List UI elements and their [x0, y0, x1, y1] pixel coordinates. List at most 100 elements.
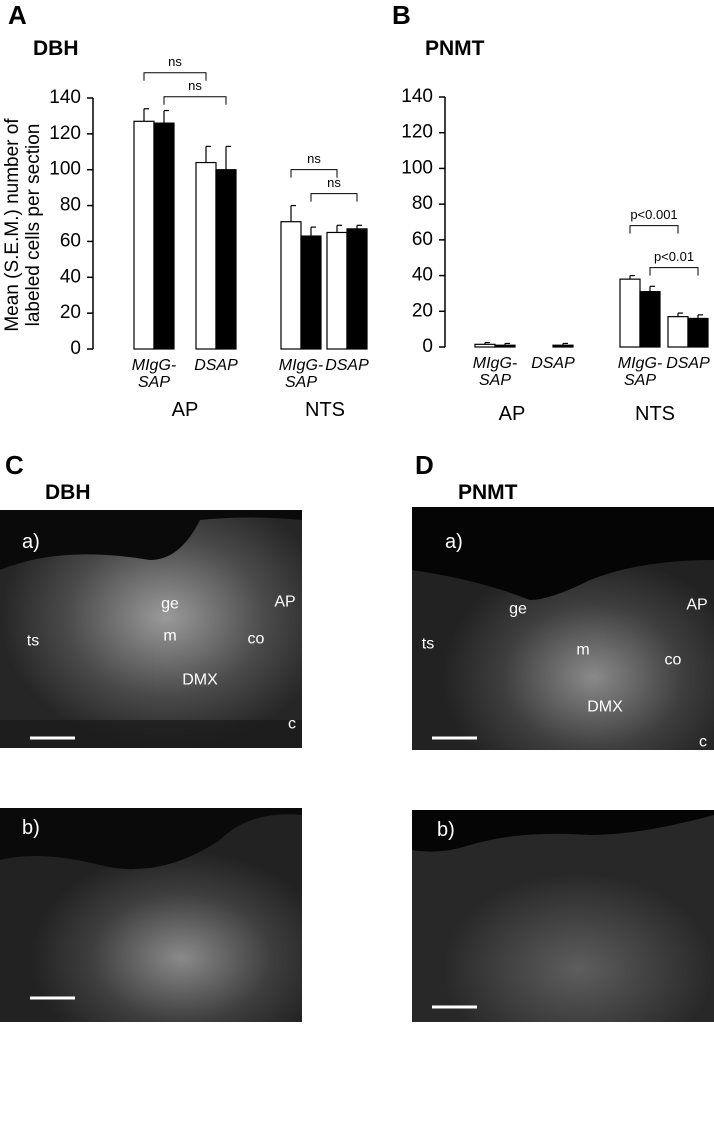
chart-title: PNMT [425, 37, 485, 60]
region-label: m [576, 641, 590, 659]
region-label: c [288, 715, 296, 733]
error-bar [484, 341, 490, 345]
image-label: b) [437, 819, 455, 841]
bar [667, 316, 689, 348]
error-bar [677, 312, 683, 317]
panel-title: PNMT [458, 481, 518, 504]
bar [326, 231, 348, 350]
micrograph-d-a [412, 507, 714, 750]
x-tick-label: MIgG- SAP [278, 357, 324, 391]
panel-letter: A [8, 0, 27, 30]
significance-label: ns [188, 78, 202, 93]
group-label: AP [498, 403, 526, 425]
error-bar [504, 342, 510, 346]
image-label: a) [22, 531, 40, 553]
y-tick-label: 60 [412, 229, 433, 250]
y-tick-label: 140 [49, 87, 81, 108]
significance-label: ns [307, 151, 321, 166]
group-label: AP [171, 399, 199, 421]
error-bar [697, 314, 703, 319]
region-label: ge [161, 595, 179, 613]
region-label: c [699, 733, 707, 751]
region-label: ts [421, 635, 435, 653]
significance-label: ns [168, 54, 182, 69]
x-tick-label: DSAP [666, 355, 710, 372]
region-label: m [163, 627, 177, 645]
y-axis-label: Mean (S.E.M.) number of labeled cells pe… [2, 118, 44, 332]
bar [133, 120, 155, 350]
y-tick-label: 40 [60, 266, 81, 287]
micrograph-c-a [0, 510, 302, 748]
y-tick-label: 0 [422, 336, 433, 357]
bar [474, 343, 496, 348]
error-bar [629, 274, 635, 280]
error-bar [649, 285, 655, 292]
error-bar [225, 145, 231, 170]
y-tick-label: 0 [70, 338, 81, 359]
bar [215, 169, 237, 350]
x-tick-label: MIgG- SAP [131, 357, 177, 391]
bar [687, 317, 709, 348]
y-tick-label: 140 [401, 86, 433, 107]
x-tick-label: DSAP [194, 357, 238, 374]
y-tick-label: 40 [412, 265, 433, 286]
group-label: NTS [305, 399, 345, 421]
region-label: ge [509, 600, 527, 618]
y-tick-label: 100 [401, 157, 433, 178]
y-tick-label: 120 [401, 122, 433, 143]
significance-bracket [649, 267, 699, 276]
error-bar [356, 224, 362, 229]
significance-label: p<0.001 [630, 207, 677, 222]
micrograph-d-b [412, 810, 714, 1022]
region-label: co [247, 630, 265, 648]
y-tick-label: 60 [60, 230, 81, 251]
error-bar [310, 226, 316, 237]
region-label: DMX [182, 671, 218, 689]
significance-bracket [310, 193, 358, 202]
y-tick-label: 120 [49, 123, 81, 144]
error-bar [205, 145, 211, 163]
x-tick-label: DSAP [531, 355, 575, 372]
bar [619, 278, 641, 348]
bar [494, 344, 516, 348]
panel-title: DBH [45, 481, 91, 504]
image-label: a) [445, 531, 463, 553]
x-tick-label: MIgG- SAP [472, 355, 518, 389]
panel-letter: B [392, 0, 411, 30]
bar [280, 221, 302, 350]
y-tick-label: 80 [412, 193, 433, 214]
panel-letter: C [5, 450, 24, 480]
region-label: DMX [587, 698, 623, 716]
bar [639, 291, 661, 348]
error-bar [290, 204, 296, 222]
y-tick-label: 80 [60, 195, 81, 216]
bar [195, 161, 217, 350]
significance-label: ns [327, 175, 341, 190]
significance-bracket [163, 96, 227, 105]
error-bar [143, 108, 149, 122]
significance-label: p<0.01 [654, 249, 694, 264]
group-label: NTS [635, 403, 675, 425]
y-tick-label: 20 [60, 302, 81, 323]
y-tick-label: 20 [412, 300, 433, 321]
bar [552, 344, 574, 348]
bar [346, 228, 368, 350]
significance-bracket [290, 169, 338, 178]
region-label: ts [26, 632, 40, 650]
y-tick-label: 100 [49, 159, 81, 180]
micrograph-c-b [0, 808, 302, 1022]
x-tick-label: DSAP [325, 357, 369, 374]
chart-title: DBH [33, 37, 79, 60]
significance-bracket [143, 72, 207, 81]
significance-bracket [629, 225, 679, 234]
image-label: b) [22, 817, 40, 839]
error-bar [163, 109, 169, 124]
x-tick-label: MIgG- SAP [617, 355, 663, 389]
error-bar [336, 224, 342, 233]
region-label: AP [274, 593, 296, 611]
bar [300, 235, 322, 350]
bar [153, 122, 175, 350]
panel-letter: D [415, 450, 434, 480]
